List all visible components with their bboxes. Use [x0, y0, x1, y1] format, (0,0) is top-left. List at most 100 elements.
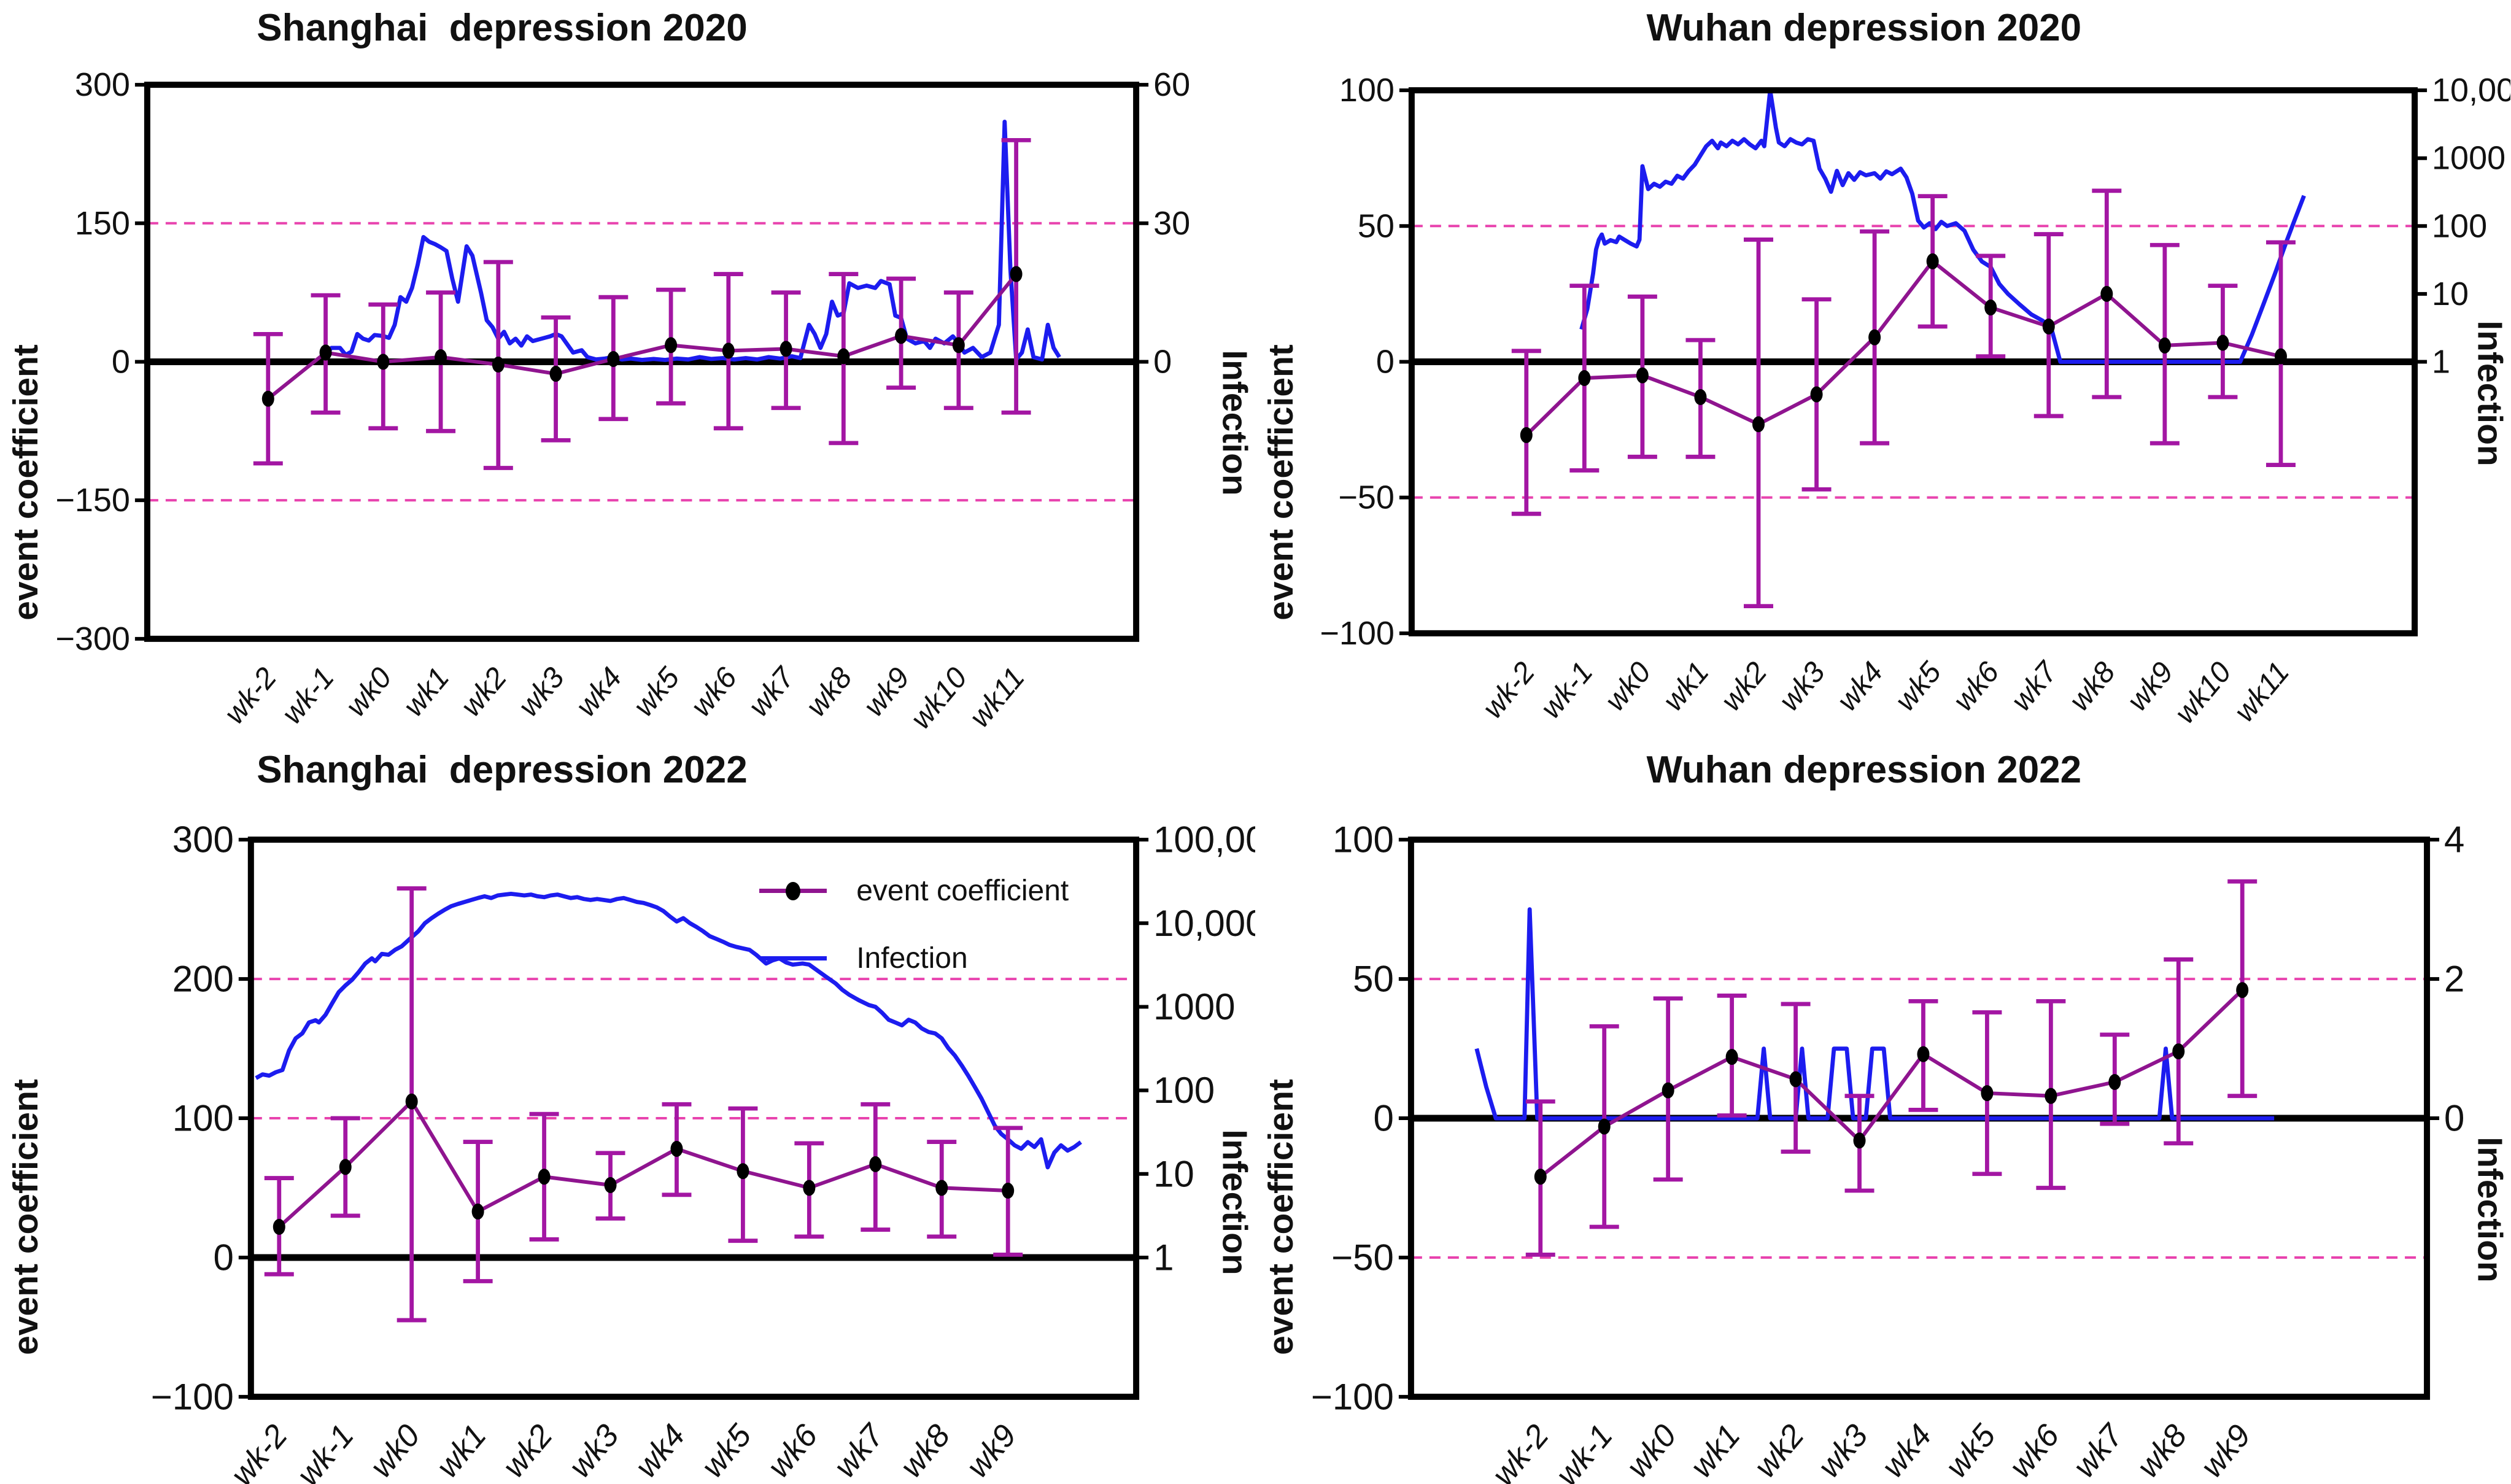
left-tick-label: 200 [172, 959, 234, 1000]
x-tick-label: wk-2 [1485, 1418, 1556, 1484]
event-coefficient-dot [1578, 370, 1591, 387]
x-tick-label: wk3 [513, 662, 571, 723]
legend-infection-label: Infection [856, 941, 968, 975]
event-coefficient-dot [405, 1093, 418, 1110]
right-tick-label: 1000 [2432, 140, 2505, 177]
event-line-sample-icon [759, 881, 827, 900]
event-coefficient-dot [2108, 1073, 2121, 1091]
left-tick-label: −300 [55, 620, 130, 657]
event-coefficient-dot [549, 366, 562, 382]
x-tick-label: wk4 [570, 662, 628, 723]
event-coefficient-dot [1853, 1132, 1866, 1149]
x-tick-label: wk0 [1599, 656, 1658, 717]
left-tick-label: −100 [1320, 615, 1395, 652]
right-tick-label: 100 [2432, 207, 2487, 244]
event-coefficient-dot [1002, 1183, 1015, 1199]
right-tick-label: 100,000 [1153, 819, 1255, 860]
right-tick-label: 4 [2444, 819, 2464, 860]
legend-row-infection: Infection [759, 924, 1069, 992]
right-tick-label: 1 [2432, 343, 2450, 380]
left-tick-label: 0 [1376, 343, 1395, 380]
event-coefficient-line [1539, 988, 2244, 1178]
left-tick-label: 150 [75, 205, 130, 242]
event-coefficient-dot [538, 1169, 551, 1185]
left-tick-label: 50 [1358, 207, 1395, 244]
chart-title: Shanghai depression 2022 [257, 749, 748, 791]
x-tick-label: wk3 [1773, 656, 1832, 717]
x-tick-label: wk11 [2228, 656, 2296, 728]
event-coefficient-dot [869, 1156, 882, 1172]
event-coefficient-dot [377, 354, 390, 370]
left-tick-label: −150 [55, 482, 130, 519]
event-coefficient-dot [2216, 334, 2229, 351]
right-tick-label: 10,000 [2432, 72, 2510, 109]
event-coefficient-dot [1520, 427, 1533, 443]
x-tick-label: wk-1 [1534, 656, 1600, 725]
left-tick-label: 100 [172, 1097, 234, 1138]
event-coefficient-dot [2172, 1043, 2185, 1060]
event-coefficient-dot [1725, 1049, 1738, 1065]
x-tick-label: wk0 [339, 662, 398, 723]
right-tick-label: 100 [1153, 1070, 1215, 1111]
right-tick-label: 0 [1153, 343, 1172, 380]
x-tick-label: wk6 [761, 1418, 825, 1484]
event-coefficient-dot [1534, 1169, 1547, 1185]
event-coefficient-dot [607, 350, 620, 367]
x-tick-label: wk0 [363, 1418, 427, 1484]
right-tick-label: 30 [1153, 205, 1190, 242]
left-tick-label: 100 [1339, 72, 1395, 109]
x-tick-label: wk1 [1657, 656, 1715, 717]
right-tick-label: 2 [2444, 959, 2464, 1000]
plot-frame [1407, 837, 2431, 1400]
event-coefficient-dot [670, 1140, 683, 1157]
x-tick-label: wk3 [1811, 1418, 1875, 1484]
x-tick-label: wk-1 [1549, 1418, 1620, 1484]
event-coefficient-dot [2045, 1088, 2057, 1104]
x-tick-label: wk2 [1715, 656, 1773, 717]
x-tick-label: wk4 [1831, 656, 1889, 717]
event-coefficient-dot [1636, 367, 1649, 384]
x-tick-label: wk7 [2067, 1417, 2131, 1484]
x-tick-label: wk2 [455, 662, 513, 723]
event-dot-icon [786, 881, 801, 900]
event-coefficient-dot [2236, 982, 2249, 999]
event-coefficient-dot [2042, 318, 2055, 334]
x-tick-label: wk5 [627, 662, 686, 723]
event-coefficient-dot [665, 337, 678, 354]
x-tick-label: wk7 [2005, 655, 2065, 717]
x-tick-label: wk8 [800, 662, 859, 723]
plot-wuhan-2020: 100 50 0 −50 −100 10,000 1000 100 10 1 wk-2wk-1wk0… [1320, 72, 2510, 730]
panel-shanghai-2020: Shanghai depression 2020 event coefficie… [0, 0, 1255, 742]
event-coefficient-dot [1598, 1118, 1611, 1135]
x-tick-label: wk-2 [224, 1418, 295, 1484]
event-coefficient-dot [1810, 386, 1823, 403]
left-tick-label: 0 [213, 1237, 233, 1278]
event-coefficient-dot [471, 1204, 484, 1220]
x-tick-label: wk6 [1947, 656, 2006, 717]
infection-series-line [323, 119, 1061, 362]
right-tick-label: 10 [2432, 276, 2469, 312]
infection-series-line [1474, 907, 2275, 1121]
right-tick-label: 1000 [1153, 986, 1235, 1027]
x-tick-label: wk-2 [1477, 656, 1542, 725]
x-tick-label: wk1 [1684, 1418, 1747, 1484]
x-tick-label: wk7 [827, 1417, 892, 1484]
plot-shanghai-2020: 3001500−150−30060300wk-2wk-1wk0wk1wk2wk3… [55, 66, 1190, 735]
x-tick-label: wk3 [562, 1418, 626, 1484]
infection-series-line [255, 892, 1082, 1170]
event-coefficient-dot [952, 337, 965, 354]
x-tick-label: wk9 [960, 1418, 1024, 1484]
event-coefficient-dot [1662, 1082, 1674, 1099]
x-tick-label: wk-2 [219, 662, 284, 730]
event-coefficient-dot [780, 341, 792, 357]
right-tick-label: 0 [2444, 1097, 2464, 1138]
event-coefficient-dot [935, 1180, 948, 1196]
x-tick-label: wk2 [1747, 1418, 1811, 1484]
event-coefficient-dot [1926, 253, 1939, 269]
event-coefficient-dot [435, 349, 447, 365]
left-tick-label: −50 [1331, 1237, 1394, 1278]
event-coefficient-dot [2274, 348, 2287, 365]
x-tick-label: wk1 [397, 662, 455, 723]
left-tick-label: 100 [1333, 819, 1394, 860]
x-tick-label: wk8 [894, 1418, 958, 1484]
